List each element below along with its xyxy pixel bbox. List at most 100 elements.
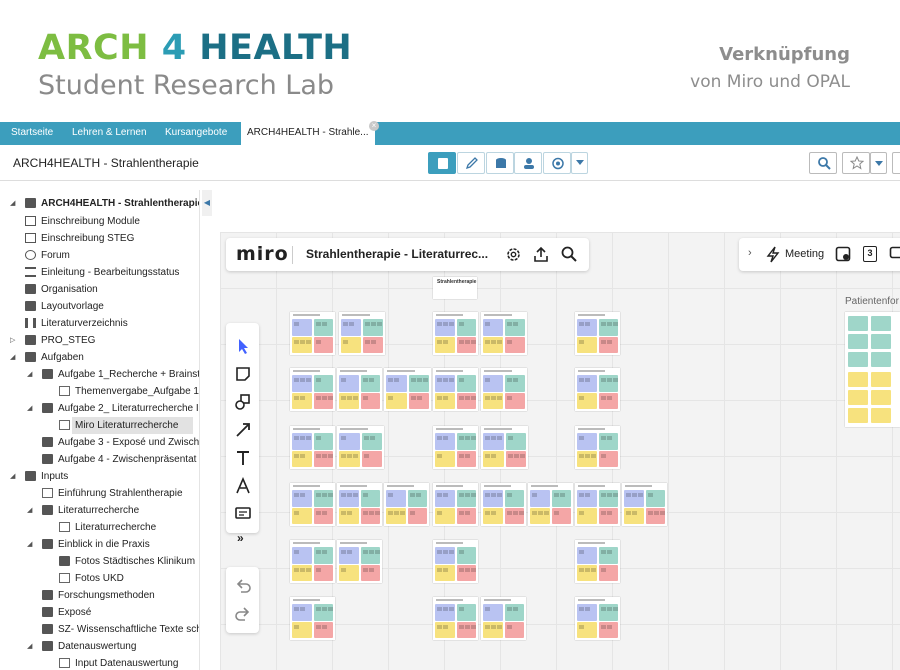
shapes-icon[interactable]	[234, 393, 252, 411]
board-heading-frame[interactable]	[433, 277, 477, 299]
comment-tool-icon[interactable]	[234, 505, 252, 523]
board-frame[interactable]	[337, 426, 384, 469]
search-button[interactable]	[809, 152, 837, 174]
collapse-sidebar-button[interactable]: ◀	[202, 190, 212, 216]
tree-item-literaturrecherche-folder[interactable]: ◢ Literaturrecherche	[0, 502, 199, 519]
tab-kursangebote[interactable]: Kursangebote	[165, 127, 228, 138]
favorite-dropdown-button[interactable]	[870, 152, 887, 174]
tree-item-einschreibung-steg[interactable]: Einschreibung STEG	[0, 230, 199, 247]
tree-item-fotos-ukd[interactable]: Fotos UKD	[0, 570, 199, 587]
board-frame[interactable]	[481, 483, 526, 526]
tree-item-einschreibung-module[interactable]: Einschreibung Module	[0, 213, 199, 230]
tree-item-organisation[interactable]: Organisation	[0, 281, 199, 298]
tree-item-forschungsmethoden[interactable]: Forschungsmethoden	[0, 587, 199, 604]
collapse-arrow-icon[interactable]: ◢	[27, 371, 33, 378]
tree-item-inputs[interactable]: ◢ Inputs	[0, 468, 199, 485]
board-frame[interactable]	[575, 483, 620, 526]
tree-item-layoutvorlage[interactable]: Layoutvorlage	[0, 298, 199, 315]
tree-item-forum[interactable]: Forum	[0, 247, 199, 264]
select-cursor-icon[interactable]	[234, 337, 252, 355]
tab-lehren-lernen[interactable]: Lehren & Lernen	[72, 127, 147, 138]
board-frame[interactable]	[481, 312, 527, 355]
board-frame[interactable]	[433, 483, 478, 526]
pen-icon[interactable]	[234, 477, 252, 495]
board-frame[interactable]	[575, 426, 620, 469]
board-frame[interactable]	[433, 426, 478, 469]
board-frame[interactable]	[290, 483, 335, 526]
collapse-arrow-icon[interactable]: ◢	[10, 354, 16, 361]
text-icon[interactable]	[234, 449, 252, 467]
board-frame[interactable]	[339, 312, 385, 355]
tree-item-fotos-klinikum[interactable]: Fotos Städtisches Klinikum	[0, 553, 199, 570]
board-frame[interactable]	[433, 597, 478, 640]
expand-chevron-icon[interactable]: ›	[748, 247, 752, 259]
assessment-button[interactable]	[486, 152, 514, 174]
tree-item-aufgabe-3[interactable]: Aufgabe 3 - Exposé und Zwisch	[0, 434, 199, 451]
timer-icon[interactable]	[835, 246, 851, 262]
tree-item-datenauswertung[interactable]: ◢ Datenauswertung	[0, 638, 199, 655]
redo-icon[interactable]	[234, 605, 252, 623]
board-frame[interactable]	[528, 483, 573, 526]
miro-logo[interactable]: miro	[236, 243, 289, 265]
edit-button[interactable]	[457, 152, 485, 174]
tree-item-einleitung[interactable]: Einleitung - Bearbeitungsstatus	[0, 264, 199, 281]
more-dropdown-button[interactable]	[571, 152, 588, 174]
tab-startseite[interactable]: Startseite	[11, 127, 54, 138]
board-frame[interactable]	[384, 483, 429, 526]
board-frame[interactable]	[290, 540, 335, 583]
collapse-arrow-icon[interactable]: ◢	[10, 200, 16, 207]
view-mode-button[interactable]	[428, 152, 456, 174]
tab-course[interactable]: ARCH4HEALTH - Strahle...	[241, 122, 375, 145]
board-frame[interactable]	[337, 540, 382, 583]
upload-icon[interactable]	[533, 246, 549, 263]
tree-item-einfuehrung[interactable]: Einführung Strahlentherapie	[0, 485, 199, 502]
arrow-line-icon[interactable]	[234, 421, 252, 439]
tree-item-aufgabe-4[interactable]: Aufgabe 4 - Zwischenpräsentat	[0, 451, 199, 468]
tree-item-course-root[interactable]: ◢ ARCH4HEALTH - Strahlentherapie	[0, 195, 199, 212]
meeting-button[interactable]: Meeting	[785, 248, 825, 260]
board-frame[interactable]	[290, 597, 335, 640]
collapse-arrow-icon[interactable]: ◢	[10, 473, 16, 480]
tree-item-themenvergabe[interactable]: Themenvergabe_Aufgabe 1	[0, 383, 199, 400]
favorite-button[interactable]	[842, 152, 870, 174]
tree-item-sz-texte[interactable]: SZ- Wissenschaftliche Texte schreiben	[0, 621, 199, 638]
board-frame[interactable]	[337, 483, 382, 526]
undo-icon[interactable]	[234, 577, 252, 595]
tree-item-pro-steg[interactable]: ▷ PRO_STEG	[0, 332, 199, 349]
tree-item-literaturverzeichnis[interactable]: Literaturverzeichnis	[0, 315, 199, 332]
more-button[interactable]	[892, 152, 900, 174]
board-frame[interactable]	[575, 540, 620, 583]
tree-item-aufgaben[interactable]: ◢ Aufgaben	[0, 349, 199, 366]
board-frame[interactable]	[433, 368, 478, 411]
collapse-arrow-icon[interactable]: ◢	[27, 405, 33, 412]
expand-arrow-icon[interactable]: ▷	[10, 337, 16, 344]
members-button[interactable]	[514, 152, 542, 174]
search-icon[interactable]	[561, 246, 577, 262]
board-frame[interactable]	[481, 426, 528, 469]
board-frame[interactable]	[290, 426, 335, 469]
tree-item-miro-literaturrecherche[interactable]: Miro Literaturrecherche	[0, 417, 199, 434]
close-tab-icon[interactable]: ×	[369, 121, 379, 131]
board-frame[interactable]	[384, 368, 431, 411]
board-frame[interactable]	[337, 368, 382, 411]
progress-button[interactable]	[543, 152, 571, 174]
board-frame[interactable]	[433, 540, 478, 583]
comment-icon[interactable]	[889, 246, 900, 262]
board-frame[interactable]	[433, 312, 478, 355]
board-frame[interactable]	[481, 368, 527, 411]
board-frame[interactable]	[290, 368, 335, 411]
collapse-arrow-icon[interactable]: ◢	[27, 643, 33, 650]
counter-badge[interactable]: 3	[863, 246, 877, 262]
side-frame[interactable]	[845, 312, 900, 427]
tree-item-expose[interactable]: Exposé	[0, 604, 199, 621]
tree-item-aufgabe-1[interactable]: ◢Aufgabe 1_Recherche + Brainstorming	[0, 366, 199, 383]
tree-item-aufgabe-2[interactable]: ◢ Aufgabe 2_ Literaturrecherche In	[0, 400, 199, 417]
collapse-arrow-icon[interactable]: ◢	[27, 507, 33, 514]
board-frame[interactable]	[622, 483, 667, 526]
more-tools-icon[interactable]: »	[237, 531, 244, 545]
collapse-arrow-icon[interactable]: ◢	[27, 541, 33, 548]
board-frame[interactable]	[575, 312, 620, 355]
settings-icon[interactable]	[505, 246, 522, 263]
board-frame[interactable]	[481, 597, 526, 640]
tree-item-input-datenauswertung[interactable]: Input Datenauswertung	[0, 655, 199, 670]
